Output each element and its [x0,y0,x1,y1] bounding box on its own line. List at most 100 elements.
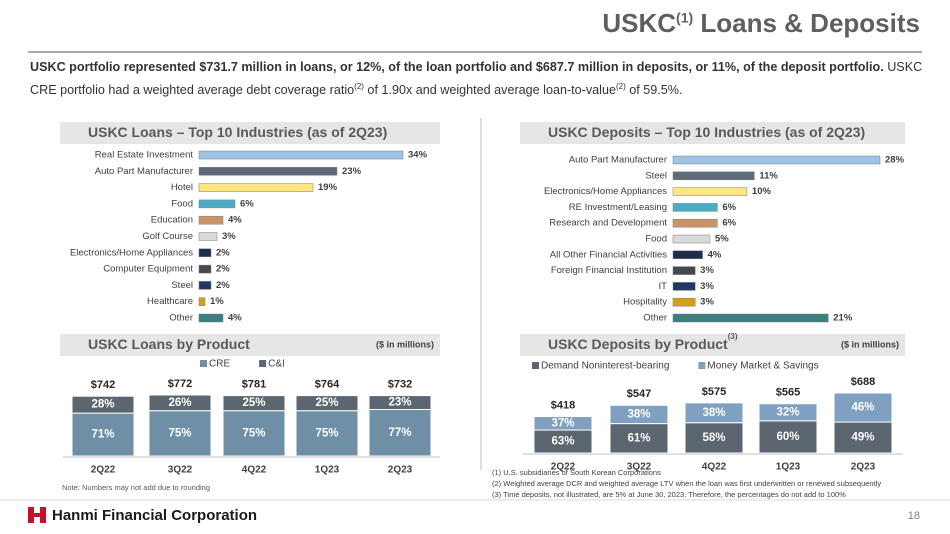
panel-header [520,334,905,356]
title-sup: (1) [676,9,694,26]
summary-text: of 59.5%. [625,83,683,98]
bar-segment [684,402,744,424]
category-label: Healthcare [147,296,193,307]
total-label: $575 [702,386,726,398]
footnote: (3) Time deposits, not illustrated, are … [492,490,846,499]
unit-label: ($ in millions) [376,339,434,349]
category-label: Hospitality [623,297,667,308]
summary-sup: (2) [616,82,626,91]
page-number: 18 [908,510,920,522]
category-label: Golf Course [142,231,193,242]
category-label: Food [171,198,193,209]
bar-segment [758,403,818,422]
value-label: 6% [722,202,736,213]
category-label: Research and Development [549,218,667,229]
category-label: Real Estate Investment [95,150,194,161]
segment-label: 28% [91,399,114,411]
bar [672,187,748,196]
category-label: Computer Equipment [103,264,193,275]
bar [198,167,338,176]
x-tick-label: 2Q22 [91,465,116,476]
legend-label: CRE [209,359,230,370]
total-label: $418 [551,399,575,411]
x-tick-label: 1Q23 [776,462,801,473]
category-label: Other [643,313,667,324]
total-label: $565 [776,387,800,399]
bar [672,297,696,307]
bar-segment [833,392,893,423]
total-label: $764 [315,379,340,391]
bar-segment [368,395,432,410]
bar [672,266,696,275]
value-label: 2% [216,247,230,258]
panel-title-text: USKC Deposits – Top 10 Industries (as of… [548,124,865,140]
category-label: Auto Part Manufacturer [569,155,667,166]
panel-title-text: USKC Loans – Top 10 Industries (as of 2Q… [88,124,387,140]
segment-label: 38% [627,408,650,420]
bar-segment [71,395,135,414]
bar [198,248,212,258]
total-label: $781 [242,379,266,391]
value-label: 6% [722,218,736,229]
x-tick-label: 3Q22 [627,462,652,473]
bar [198,281,212,290]
bar [198,215,224,225]
summary-text: USKC CRE portfolio had a weighted averag… [30,60,923,98]
panel-header [520,122,905,144]
panel-title: USKC Loans – Top 10 Industries (as of 2Q… [88,124,387,140]
unit-label: ($ in millions) [841,339,899,349]
value-label: 4% [228,215,242,226]
bar [672,155,881,165]
logo-mark [28,513,46,517]
category-label: Food [645,234,667,245]
value-label: 3% [700,281,714,292]
category-label: Electronics/Home Appliances [544,186,667,197]
value-label: 5% [715,234,729,245]
bar [672,218,718,228]
x-tick-label: 1Q23 [315,465,340,476]
summary: USKC portfolio represented $731.7 millio… [30,58,925,100]
legend-swatch [698,362,706,369]
bar-segment [533,416,593,431]
value-label: 6% [240,198,254,209]
segment-label: 25% [315,397,338,409]
category-label: Hotel [171,182,193,193]
category-label: Electronics/Home Appliances [70,247,193,258]
category-label: Foreign Financial Institution [551,265,667,276]
title-main: USKC [602,8,677,38]
bar [672,313,829,323]
slide-title: USKC(1) Loans & Deposits [602,8,920,39]
category-label: All Other Financial Activities [550,249,667,260]
total-label: $742 [91,379,115,391]
value-label: 23% [342,166,362,177]
bar [198,313,224,323]
logo-text: Hanmi Financial Corporation [52,507,257,524]
bar [672,282,696,291]
bar [672,203,718,212]
summary-sup: (2) [354,82,364,91]
value-label: 19% [318,182,338,193]
bar [198,264,212,274]
bar [198,297,206,306]
bar [198,199,236,209]
segment-label: 46% [851,402,874,414]
value-label: 21% [833,313,853,324]
title-rest: Loans & Deposits [693,8,920,38]
panel-title-text: USKC Deposits by Product [548,336,728,352]
value-label: 2% [216,264,230,275]
segment-label: 49% [851,432,874,444]
legend-label: Demand Noninterest-bearing [541,361,669,372]
panel-header [60,122,440,144]
value-label: 34% [408,150,428,161]
total-label: $547 [627,388,651,400]
x-tick-label: 4Q22 [242,465,267,476]
bar [198,150,404,160]
segment-label: 77% [388,427,411,439]
category-label: Other [169,313,193,324]
value-label: 4% [228,313,242,324]
bar [672,250,703,260]
segment-label: 71% [91,429,114,441]
segment-label: 37% [551,417,574,429]
category-label: Education [151,215,193,226]
category-label: Auto Part Manufacturer [95,166,193,177]
